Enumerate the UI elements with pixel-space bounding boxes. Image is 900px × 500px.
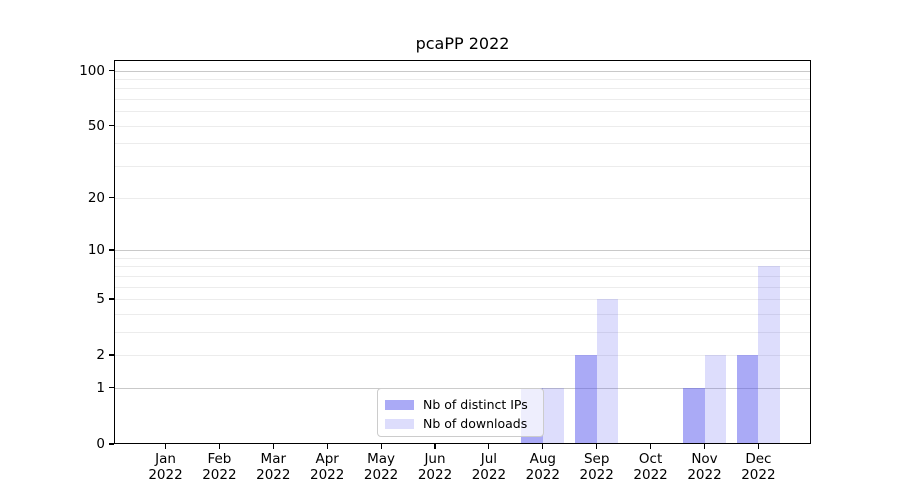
x-tick-label-year: 2022 (633, 467, 668, 483)
gridline-minor (114, 355, 811, 357)
x-tick-label-year: 2022 (525, 467, 560, 483)
y-tick-label: 2 (96, 347, 105, 364)
x-tick-mark (164, 444, 167, 449)
legend-row: Nb of distinct IPs (385, 395, 535, 414)
y-tick-label: 50 (87, 117, 105, 134)
legend-swatch-downloads (385, 418, 414, 429)
y-tick-mark (109, 298, 114, 300)
x-tick-label-year: 2022 (256, 467, 291, 483)
x-tick-mark (596, 444, 598, 449)
gridline-minor (114, 88, 811, 90)
x-tick-mark (218, 444, 220, 449)
legend-row: Nb of downloads (385, 414, 535, 433)
x-tick-mark (326, 444, 328, 449)
chart-title: pcaPP 2022 (415, 34, 510, 53)
legend: Nb of distinct IPs Nb of downloads (377, 388, 544, 437)
x-tick-label-apr: Apr 2022 (297, 451, 357, 483)
y-tick-label: 20 (87, 189, 105, 206)
gridline-minor (114, 197, 811, 199)
gridline-major (114, 249, 811, 251)
gridline-minor (114, 257, 811, 259)
x-tick-label-sep: Sep 2022 (567, 451, 627, 483)
x-tick-mark (542, 444, 544, 449)
legend-label-distinct-ips: Nb of distinct IPs (423, 397, 528, 412)
x-tick-mark (757, 444, 759, 449)
bar-sep-distinct-ips (575, 355, 597, 444)
y-tick-mark (109, 125, 114, 127)
gridline-minor (114, 111, 811, 113)
x-tick-label-jun: Jun 2022 (405, 451, 465, 483)
gridline-major (114, 70, 811, 72)
x-tick-label-year: 2022 (148, 467, 183, 483)
x-tick-mark (434, 444, 436, 449)
x-tick-label-nov: Nov 2022 (675, 451, 735, 483)
gridline-minor (114, 331, 811, 333)
x-tick-label-year: 2022 (202, 467, 237, 483)
x-tick-mark (272, 444, 274, 449)
gridline-minor (114, 275, 811, 277)
gridline-minor (114, 166, 811, 168)
gridline-minor (114, 78, 811, 80)
y-tick-label: 5 (96, 290, 105, 307)
y-tick-mark (109, 443, 114, 445)
y-tick-mark (109, 249, 114, 251)
gridline-minor (114, 125, 811, 127)
x-tick-label-year: 2022 (310, 467, 345, 483)
y-tick-label: 100 (79, 62, 105, 79)
x-tick-label-aug: Aug 2022 (513, 451, 573, 483)
gridline-minor (114, 143, 811, 145)
bar-nov-distinct-ips (683, 387, 705, 444)
x-tick-label-year: 2022 (687, 467, 722, 483)
x-tick-label-oct: Oct 2022 (621, 451, 681, 483)
y-tick-mark (109, 387, 114, 389)
y-tick-label: 1 (96, 379, 105, 396)
x-tick-mark (650, 444, 652, 449)
gridline-minor (114, 298, 811, 300)
x-tick-mark (488, 444, 490, 449)
x-tick-label-jul: Jul 2022 (459, 451, 519, 483)
x-tick-label-feb: Feb 2022 (189, 451, 249, 483)
gridline-minor (114, 266, 811, 268)
x-tick-label-mar: Mar 2022 (243, 451, 303, 483)
y-tick-label: 10 (87, 241, 105, 258)
bar-dec-distinct-ips (736, 355, 759, 444)
bar-aug-downloads (542, 387, 565, 444)
x-tick-label-jan: Jan 2022 (136, 451, 196, 483)
x-tick-label-year: 2022 (579, 467, 614, 483)
x-tick-mark (380, 444, 382, 449)
y-tick-mark (109, 69, 114, 72)
legend-swatch-distinct-ips (385, 399, 414, 410)
x-tick-label-may: May 2022 (351, 451, 411, 483)
gridline-minor (114, 286, 811, 288)
x-tick-label-year: 2022 (741, 467, 776, 483)
legend-label-downloads: Nb of downloads (423, 416, 528, 431)
x-tick-mark (703, 444, 706, 449)
x-tick-label-year: 2022 (417, 467, 453, 483)
bar-sep-downloads (596, 298, 619, 444)
y-tick-label: 0 (96, 436, 105, 452)
y-tick-mark (109, 354, 114, 356)
gridline-minor (114, 313, 811, 315)
x-tick-label-year: 2022 (471, 467, 507, 483)
x-tick-label-year: 2022 (363, 467, 399, 483)
plot-area (114, 60, 811, 444)
y-tick-mark (109, 197, 114, 199)
bar-dec-downloads (758, 266, 780, 444)
x-tick-label-dec: Dec 2022 (728, 451, 788, 483)
gridline-minor (114, 99, 811, 101)
bar-nov-downloads (704, 355, 726, 444)
